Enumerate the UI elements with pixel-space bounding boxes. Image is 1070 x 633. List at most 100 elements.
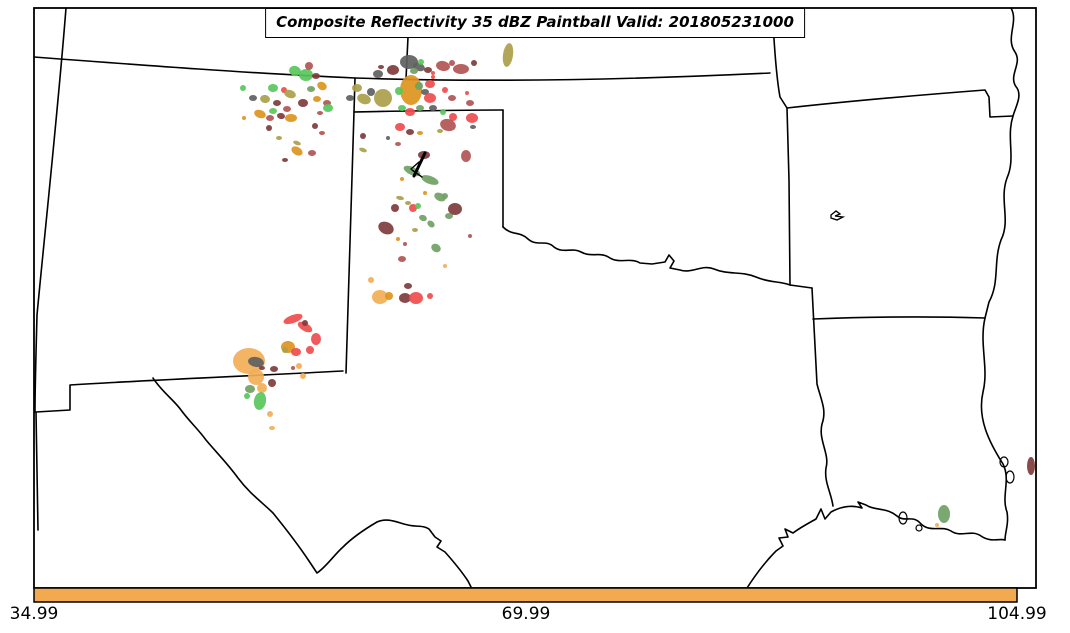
paintball-blob [427, 293, 433, 299]
paintball-blob [260, 94, 270, 104]
paintball-blob [400, 177, 404, 181]
paintball-blob [248, 369, 264, 385]
paintball-blob [453, 64, 469, 74]
title-box: Composite Reflectivity 35 dBZ Paintball … [265, 8, 805, 38]
paintball-blob [398, 256, 406, 262]
paintball-blob [403, 242, 407, 246]
paintball-blob [289, 65, 301, 77]
state-border [771, 7, 791, 286]
paintball-blob [442, 193, 448, 199]
paintball-blob [282, 158, 288, 162]
paintball-blob [317, 111, 323, 115]
paintball-blob [405, 108, 415, 116]
paintball-blob [368, 277, 374, 283]
paintball-blob [300, 373, 306, 379]
paintball-blob [267, 411, 273, 417]
paintball-blob [466, 113, 478, 123]
paintball-blob [357, 93, 371, 105]
paintball-blob [424, 93, 436, 103]
paintball-blob [346, 95, 354, 101]
paintball-blob [323, 104, 333, 112]
paintball-blob [240, 85, 246, 91]
paintball-blob [427, 220, 435, 228]
paintball-blob [277, 112, 285, 120]
paintball-blob [395, 87, 403, 95]
paintball-blob [319, 131, 325, 135]
paintball-blob [298, 99, 308, 107]
paintball-blob [285, 114, 297, 122]
paintball-blob [374, 89, 392, 107]
paintball-blob [312, 123, 318, 129]
state-border [353, 109, 504, 113]
paintball-blob [412, 228, 418, 232]
paintball-blob [259, 366, 265, 370]
paintball-blob [273, 100, 281, 106]
paintball-blob [268, 379, 276, 387]
paintball-blob [395, 123, 405, 131]
paintball-blob [378, 65, 384, 69]
paintball-blob [416, 105, 424, 111]
paintball-blob [443, 264, 447, 268]
state-border [33, 56, 771, 82]
state-border [502, 226, 813, 289]
map-mark [830, 210, 846, 221]
paintball-blob [313, 96, 321, 102]
paintball-blob [431, 243, 441, 253]
paintball-blob [437, 129, 443, 133]
paintball-blob [283, 106, 291, 112]
state-border [34, 7, 67, 413]
colorbar [33, 587, 1018, 603]
paintball-blob [502, 43, 514, 67]
paintball-blob [436, 60, 450, 72]
map-mark [411, 169, 423, 178]
paintball-blob [398, 105, 406, 111]
page-title: Composite Reflectivity 35 dBZ Paintball … [276, 13, 794, 31]
paintball-blob [419, 214, 427, 222]
paintball-blob [299, 69, 313, 81]
state-border [980, 7, 1020, 541]
paintball-blob [284, 89, 296, 99]
paintball-blob [308, 150, 316, 156]
paintball-blob [938, 505, 950, 523]
paintball-blob [405, 201, 411, 205]
paintball-blob [312, 73, 320, 79]
paintball-blob [291, 348, 301, 356]
state-border [152, 377, 474, 592]
state-border [811, 287, 834, 507]
paintball-blob [415, 203, 421, 209]
paintball-blob [269, 426, 275, 430]
paintball-blob [297, 321, 313, 333]
paintball-blob [406, 129, 414, 135]
paintball-blob [449, 60, 455, 66]
paintball-blob [409, 292, 423, 304]
paintball-blob [257, 383, 267, 393]
lake-outline [898, 511, 908, 525]
paintball-blob [471, 60, 477, 66]
paintball-blob [466, 100, 474, 106]
paintball-blob [387, 65, 399, 75]
paintball-blob [440, 118, 456, 132]
paintball-blob [317, 81, 327, 91]
paintball-blob [266, 125, 272, 131]
colorbar-tick-right: 104.99 [987, 604, 1047, 624]
paintball-blob [399, 293, 411, 303]
paintball-blob [254, 109, 266, 119]
paintball-blob [296, 363, 302, 369]
state-border [345, 77, 356, 374]
paintball-blob [360, 133, 366, 139]
paintball-blob [423, 191, 427, 195]
paintball-blob [242, 116, 246, 120]
paintball-blob [248, 356, 264, 368]
paintball-blob [1027, 457, 1035, 475]
paintball-blob [429, 105, 437, 111]
paintball-blob [461, 150, 471, 162]
paintball-blob [306, 346, 314, 354]
paintball-blob [282, 347, 288, 353]
lake-outline [915, 524, 923, 532]
paintball-blob [283, 313, 303, 325]
paintball-blob [448, 95, 456, 101]
paintball-blob [291, 146, 303, 156]
paintball-blob [307, 86, 315, 92]
